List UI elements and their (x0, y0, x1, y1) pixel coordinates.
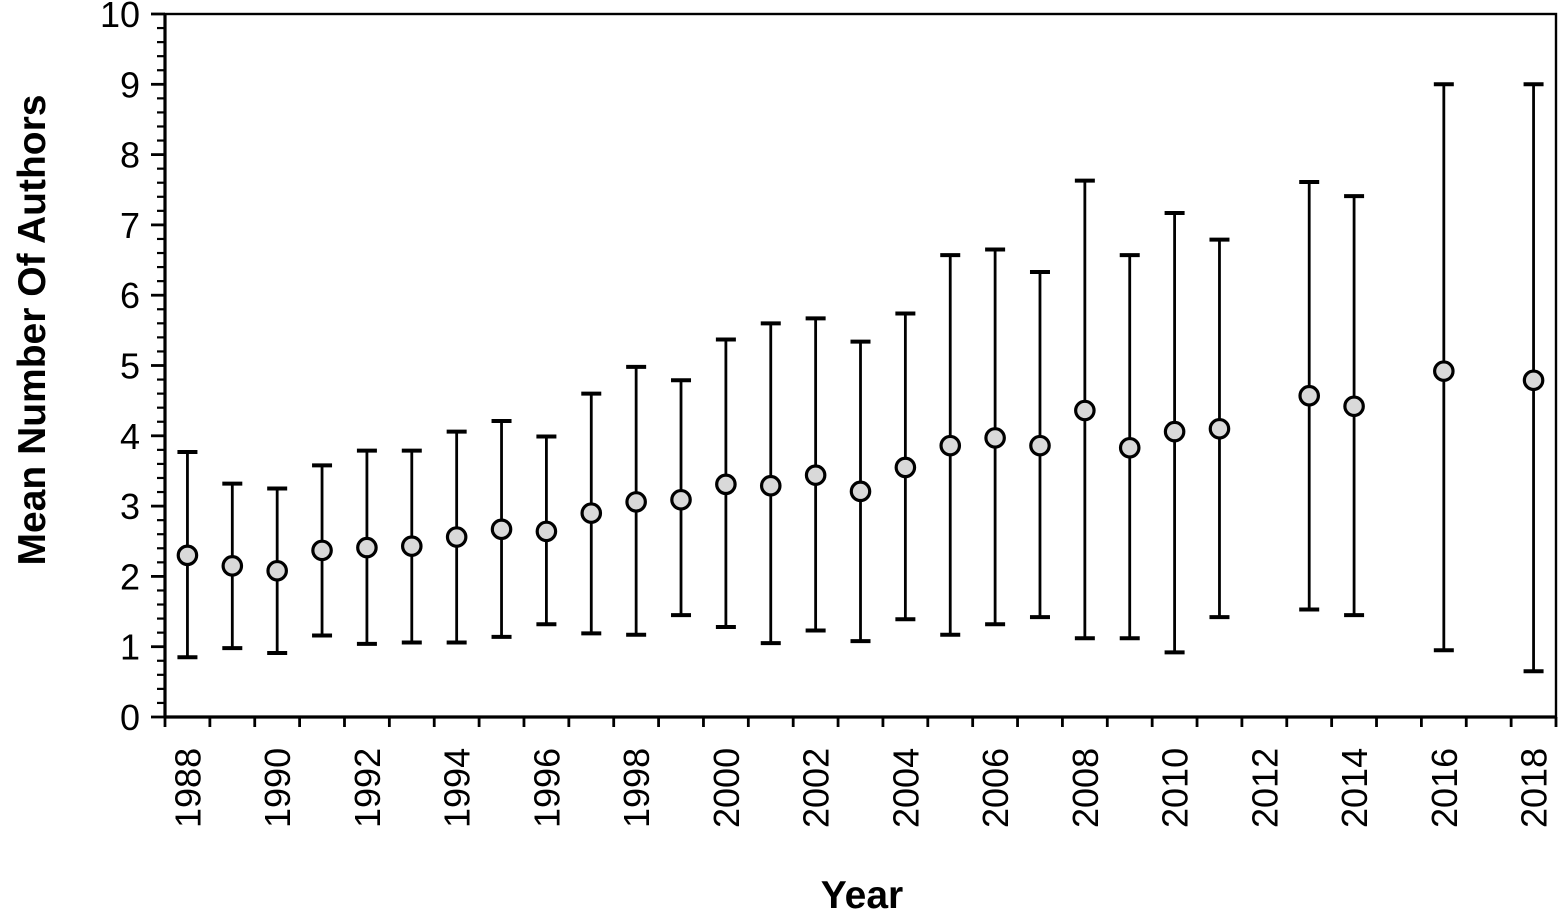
data-point (445, 526, 468, 548)
x-tick-label: 2018 (1514, 748, 1555, 828)
x-axis-title: Year (820, 874, 904, 917)
data-point (849, 480, 872, 503)
y-tick-label: 7 (120, 205, 140, 246)
data-point (625, 491, 647, 513)
x-tick-label: 2014 (1334, 748, 1375, 828)
data-point (1074, 399, 1096, 422)
x-tick-label: 1992 (347, 748, 388, 828)
data-point (670, 488, 692, 511)
x-tick-label: 2002 (796, 748, 837, 828)
y-tick-label: 6 (120, 275, 140, 316)
x-tick-label: 1996 (526, 748, 567, 828)
data-point (1118, 436, 1141, 459)
data-point (1522, 369, 1545, 392)
x-tick-label: 2008 (1065, 748, 1106, 828)
data-point (580, 502, 603, 524)
y-tick-label: 8 (120, 135, 140, 176)
x-tick-label: 2000 (706, 748, 747, 828)
data-point (176, 544, 199, 567)
data-point (804, 464, 827, 486)
data-point (490, 518, 513, 541)
data-point (759, 474, 782, 497)
data-point (984, 427, 1006, 449)
data-point (221, 555, 244, 577)
x-tick-label: 2004 (885, 748, 926, 828)
y-tick-label: 0 (120, 697, 140, 738)
x-tick-label: 2010 (1155, 748, 1196, 828)
data-point (1029, 434, 1051, 457)
data-point (1163, 420, 1186, 443)
data-point (939, 434, 962, 457)
x-tick-label: 1998 (616, 748, 657, 828)
y-tick-label: 2 (120, 556, 140, 597)
data-point (535, 520, 558, 543)
y-tick-label: 5 (120, 346, 140, 387)
data-point (1343, 395, 1365, 418)
data-point (400, 535, 423, 557)
x-tick-label: 1994 (437, 748, 478, 828)
data-point (894, 456, 917, 479)
y-tick-label: 3 (120, 486, 140, 527)
y-tick-label: 10 (100, 0, 140, 35)
data-point (715, 473, 737, 496)
y-tick-label: 1 (120, 627, 140, 668)
data-point (356, 536, 378, 559)
data-point (311, 539, 333, 562)
x-tick-label: 1990 (257, 748, 298, 828)
data-point (266, 559, 288, 582)
data-point (1208, 417, 1231, 440)
x-tick-label: 2012 (1244, 748, 1285, 828)
x-tick-label: 2006 (975, 748, 1016, 828)
data-point (1298, 384, 1321, 407)
y-tick-label: 9 (120, 64, 140, 105)
y-tick-label: 4 (120, 416, 140, 457)
data-point (1433, 360, 1455, 382)
x-tick-label: 1988 (167, 748, 208, 828)
x-tick-label: 2016 (1424, 748, 1465, 828)
